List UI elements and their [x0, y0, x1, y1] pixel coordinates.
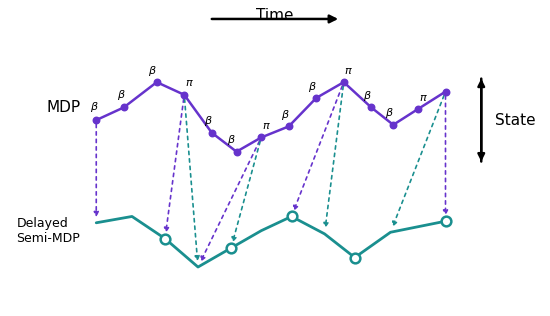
Text: π: π: [419, 93, 426, 103]
Text: Delayed
Semi-MDP: Delayed Semi-MDP: [16, 217, 80, 245]
Text: π: π: [345, 66, 351, 76]
Text: MDP: MDP: [47, 100, 81, 115]
Point: [367, 105, 376, 110]
Text: β: β: [386, 108, 392, 118]
Point: [284, 124, 293, 129]
Point: [389, 122, 398, 127]
Point: [119, 105, 128, 110]
Text: β: β: [90, 102, 97, 112]
Point: [312, 95, 321, 100]
Point: [441, 89, 450, 94]
Text: π: π: [185, 78, 192, 88]
Text: β: β: [148, 66, 155, 76]
Text: Time: Time: [256, 8, 294, 23]
Point: [207, 130, 216, 135]
Point: [92, 118, 101, 123]
Point: [152, 80, 161, 85]
Point: [257, 135, 266, 140]
Point: [414, 106, 422, 112]
Point: [232, 149, 241, 154]
Text: β: β: [118, 89, 124, 100]
Text: β: β: [204, 116, 211, 126]
Text: β: β: [364, 91, 370, 101]
Text: π: π: [262, 121, 269, 131]
Text: β: β: [228, 135, 234, 145]
Point: [180, 92, 189, 97]
Text: State: State: [495, 112, 536, 128]
Point: [339, 80, 348, 85]
Text: β: β: [309, 82, 315, 92]
Text: β: β: [281, 110, 288, 120]
